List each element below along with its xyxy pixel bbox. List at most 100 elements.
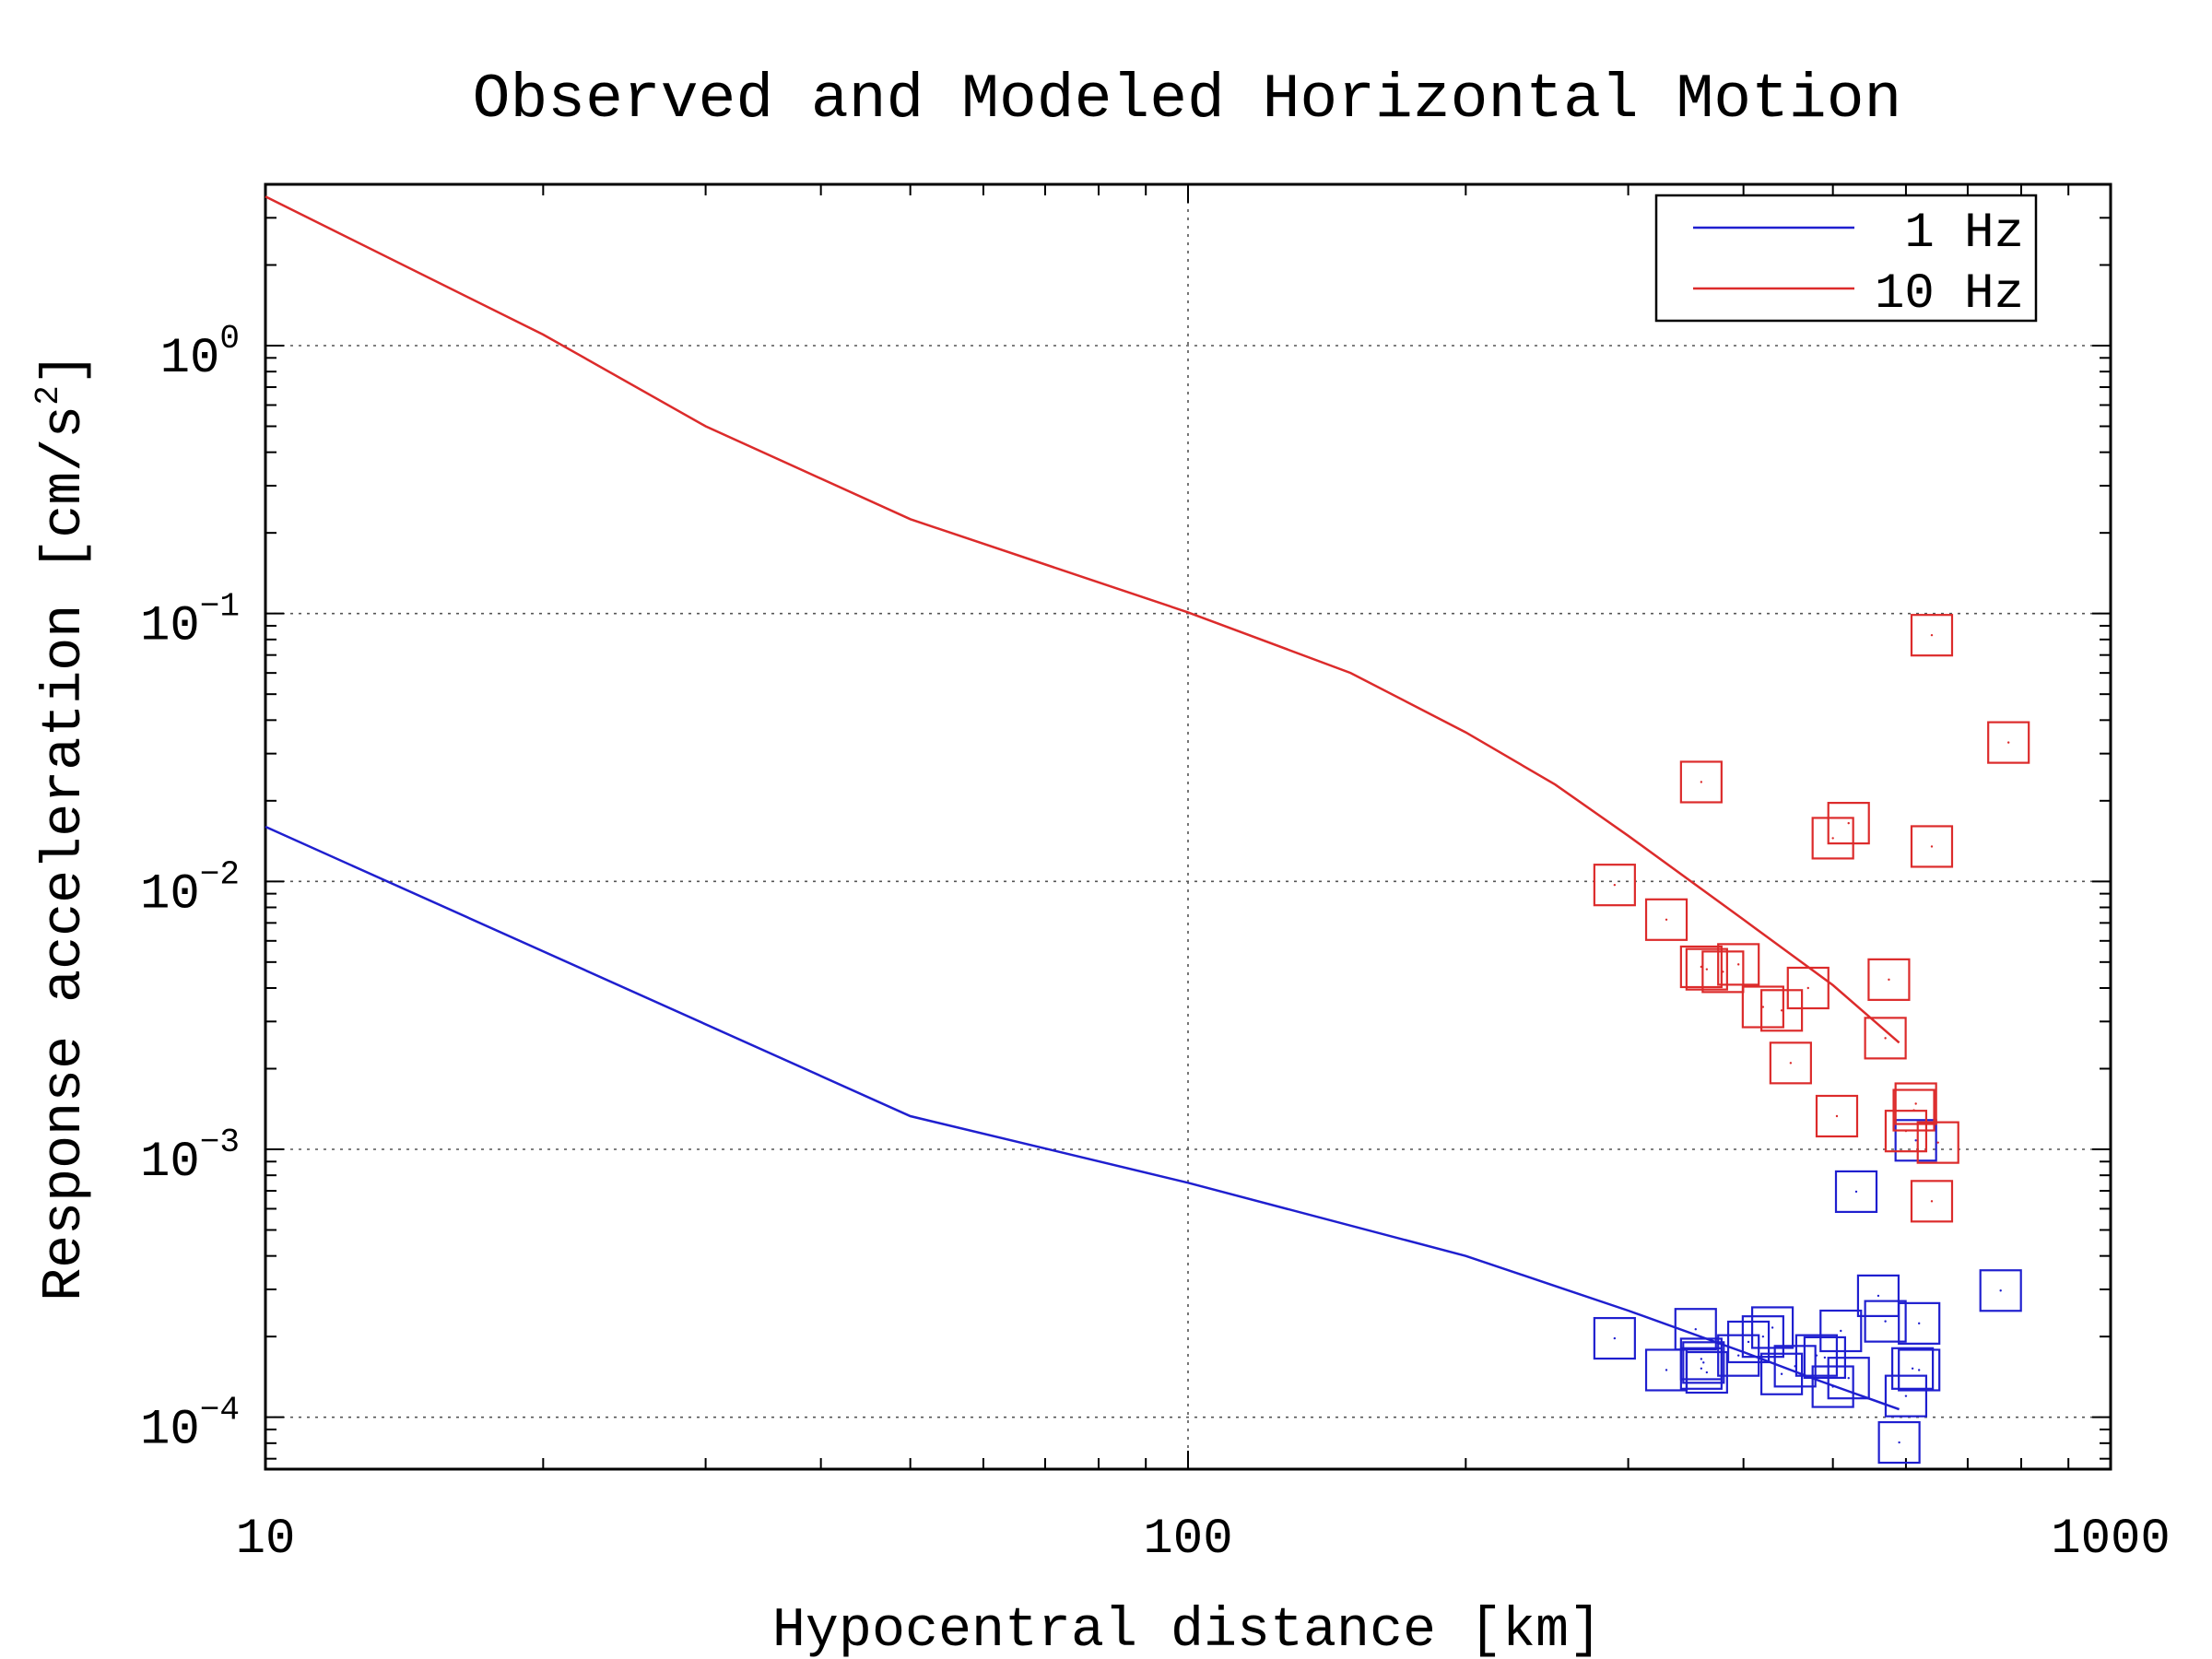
observed-10hz-marker-dot [1761, 1006, 1765, 1008]
observed-10hz-marker [1811, 817, 1854, 860]
y-tick-label: 100 [160, 320, 240, 387]
observed-1hz-marker-dot [1780, 1372, 1783, 1375]
observed-10hz-marker-dot [1780, 1009, 1783, 1012]
observed-10hz-marker [1679, 760, 1723, 804]
y-axis-label-sup: 2 [29, 385, 67, 406]
observed-10hz-marker [1910, 1180, 1954, 1223]
model-line-10hz [265, 195, 1900, 1044]
observed-1hz-marker-dot [1815, 1354, 1818, 1357]
observed-10hz-marker-dot [1888, 978, 1890, 982]
observed-10hz-marker-dot [2006, 741, 2010, 744]
observed-1hz-marker-dot [1771, 1326, 1774, 1329]
observed-1hz-marker [1741, 1315, 1784, 1359]
observed-10hz-marker-dot [1705, 968, 1709, 971]
y-tick-label: 10−1 [140, 588, 240, 655]
observed-1hz-marker-dot [1877, 1294, 1880, 1298]
observed-10hz-marker-dot [1835, 1114, 1839, 1118]
observed-1hz-marker [1979, 1269, 2022, 1312]
observed-1hz-marker [1856, 1274, 1900, 1317]
observed-1hz-marker [1834, 1170, 1878, 1214]
observed-1hz-marker-dot [1917, 1369, 1921, 1371]
observed-10hz-marker-dot [1930, 845, 1934, 848]
y-tick-label-exp: −1 [200, 588, 240, 626]
observed-10hz-marker [1701, 950, 1745, 994]
observed-10hz-marker-dot [1831, 837, 1834, 840]
legend-label-1hz: 1 Hz [1904, 206, 2024, 262]
observed-1hz-marker [1898, 1348, 1941, 1392]
observed-10hz-marker [1769, 1041, 1812, 1085]
observed-10hz-marker [1786, 966, 1830, 1010]
observed-10hz-marker-dot [1665, 918, 1668, 921]
observed-10hz-marker-dot [1914, 1102, 1917, 1105]
observed-1hz-marker-dot [1917, 1322, 1921, 1325]
observed-1hz-marker [1679, 1337, 1723, 1381]
observed-1hz-marker-dot [1613, 1336, 1617, 1340]
y-tick-label-base: 10 [160, 331, 220, 387]
observed-1hz-marker [1894, 1119, 1937, 1162]
series-lines [265, 195, 1900, 1411]
observed-10hz-marker [1679, 945, 1723, 989]
y-tick-label-base: 10 [140, 866, 200, 923]
observed-10hz-marker [1987, 721, 2030, 764]
observed-10hz-marker-dot [1736, 963, 1740, 966]
observed-10hz-marker [1916, 1121, 1959, 1164]
grid [265, 184, 2111, 1469]
observed-1hz-marker-dot [1831, 1385, 1834, 1388]
observed-1hz-marker-dot [1694, 1328, 1697, 1331]
series-markers [1593, 614, 2030, 1465]
observed-1hz-marker-dot [1700, 1358, 1703, 1360]
observed-1hz-marker-dot [1847, 1376, 1850, 1380]
observed-1hz-marker [1898, 1301, 1941, 1345]
observed-1hz-marker-dot [1702, 1361, 1705, 1364]
observed-1hz-marker [1794, 1334, 1839, 1377]
chart-title: Observed and Modeled Horizontal Motion [473, 65, 1902, 135]
y-axis-label: Response acceleration [cm/s2] [29, 352, 97, 1301]
observed-10hz-marker [1593, 864, 1636, 907]
observed-10hz-marker-dot [1936, 1141, 1939, 1144]
x-axis-label: Hypocentral distance [km] [772, 1600, 1602, 1659]
observed-1hz-marker [1827, 1357, 1870, 1400]
x-tick-label: 1000 [2051, 1512, 2171, 1568]
observed-10hz-marker [1815, 1094, 1859, 1138]
observed-10hz-marker-dot [1884, 1037, 1887, 1040]
observed-10hz-marker-dot [1700, 781, 1703, 783]
observed-10hz-marker [1864, 1017, 1907, 1060]
observed-10hz-marker-dot [1930, 1200, 1934, 1203]
observed-1hz-marker [1891, 1347, 1935, 1390]
observed-1hz-marker-dot [1840, 1329, 1842, 1333]
observed-1hz-marker [1682, 1341, 1725, 1384]
observed-1hz-marker-dot [1884, 1320, 1887, 1323]
observed-1hz-marker-dot [1898, 1441, 1900, 1444]
observed-1hz-marker-dot [1854, 1190, 1858, 1194]
y-tick-label-exp: 0 [219, 320, 240, 358]
observed-10hz-marker-dot [1847, 821, 1850, 825]
observed-1hz-marker [1811, 1365, 1854, 1408]
y-tick-label-exp: −4 [200, 1392, 240, 1430]
observed-1hz-marker [1884, 1374, 1928, 1418]
observed-1hz-marker [1864, 1300, 1907, 1343]
model-line-1hz [265, 825, 1900, 1411]
legend-label-10hz: 10 Hz [1875, 266, 2024, 323]
y-tick-label-base: 10 [140, 599, 200, 655]
observed-1hz-marker [1593, 1316, 1636, 1360]
y-tick-label: 10−4 [140, 1392, 240, 1459]
observed-1hz-marker-dot [1736, 1354, 1740, 1357]
y-tick-label-base: 10 [140, 1403, 200, 1459]
observed-1hz-marker [1819, 1309, 1863, 1353]
observed-10hz-marker-dot [1789, 1062, 1793, 1065]
observed-1hz-marker [1877, 1420, 1921, 1465]
observed-10hz-marker [1910, 825, 1954, 868]
observed-10hz-marker-dot [1930, 633, 1934, 637]
observed-1hz-marker-dot [1914, 1139, 1917, 1142]
observed-10hz-marker-dot [1912, 1109, 1915, 1112]
observed-10hz-marker [1741, 985, 1784, 1029]
observed-1hz-marker-dot [1700, 1367, 1703, 1371]
observed-1hz-marker-dot [1911, 1367, 1914, 1371]
observed-10hz-marker [1910, 614, 1954, 657]
observed-10hz-marker [1685, 947, 1728, 991]
y-tick-label: 10−3 [140, 1124, 240, 1191]
y-tick-label-base: 10 [140, 1135, 200, 1191]
observed-1hz-marker [1717, 1334, 1760, 1377]
